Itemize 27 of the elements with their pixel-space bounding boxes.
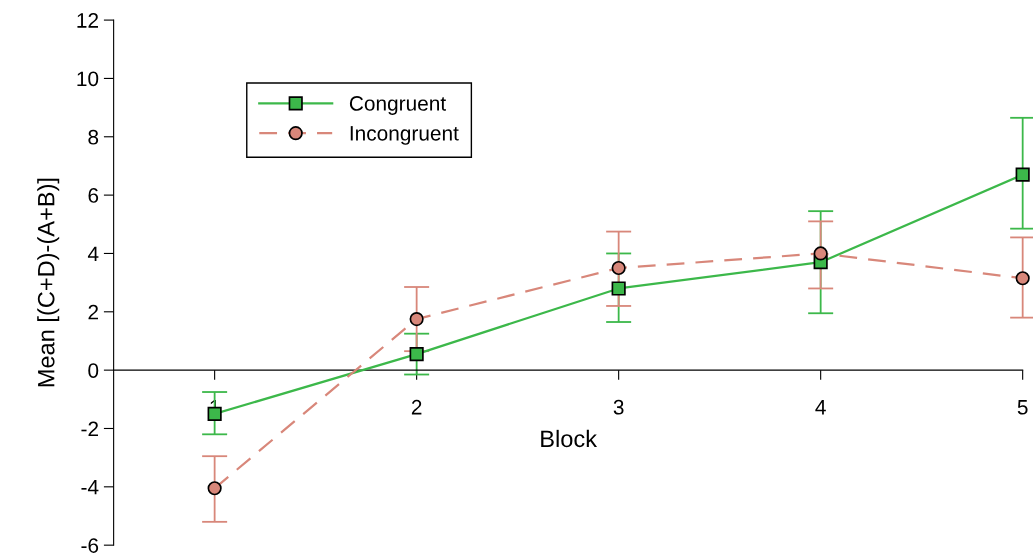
y-tick-label: 12 (77, 13, 98, 28)
y-tick-label: 2 (88, 304, 98, 320)
point (409, 347, 424, 362)
y-tick-label: -2 (81, 421, 98, 437)
y-tick-label: -6 (81, 538, 99, 553)
y-tick-label: 0 (88, 363, 99, 378)
x-tick-label: 5 (1017, 400, 1028, 415)
y-tick-label: 8 (88, 129, 99, 145)
y-axis-title: Mean [(C+D)-(A+B)] (37, 178, 60, 387)
y-tick-label: -4 (81, 480, 99, 495)
point (207, 406, 222, 421)
legend-label: Incongruent (350, 126, 459, 145)
y-tick-label: 10 (77, 71, 99, 87)
x-tick-label: 3 (613, 399, 624, 415)
x-tick-label: 4 (815, 400, 826, 415)
point (611, 260, 626, 276)
point (207, 481, 222, 496)
legend-label: Congruent (349, 96, 446, 115)
y-tick-label: 6 (88, 188, 99, 203)
x-tick-label: 2 (411, 399, 422, 415)
point (409, 312, 424, 327)
point (611, 281, 626, 296)
point (1015, 167, 1030, 182)
point (813, 246, 828, 261)
y-tick-label: 4 (87, 246, 99, 261)
point (1015, 271, 1030, 286)
x-axis-title: Block (541, 429, 598, 448)
